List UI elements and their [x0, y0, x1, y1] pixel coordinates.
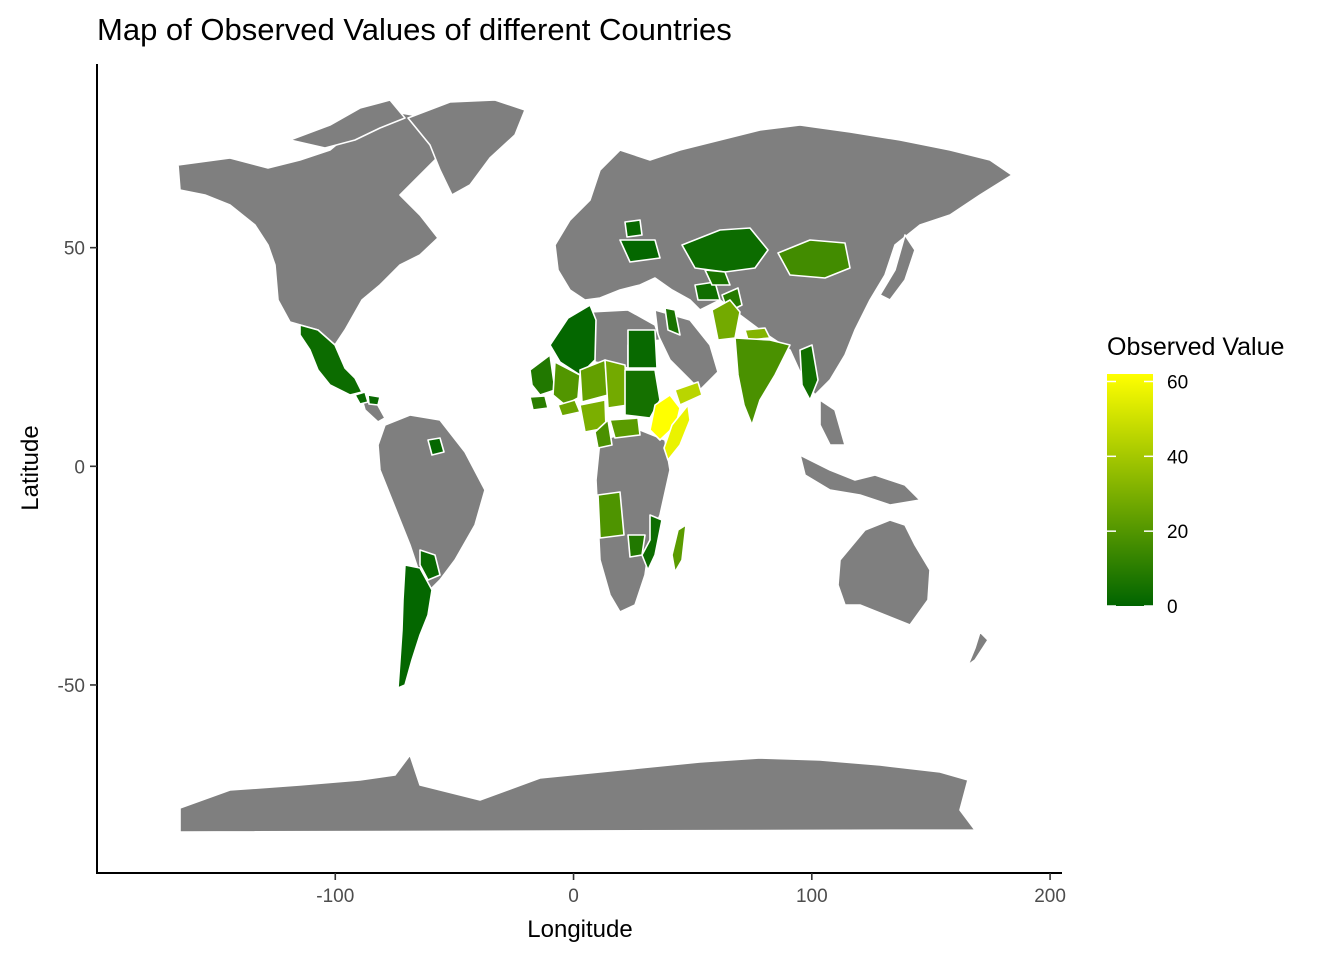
country-madagascar — [671, 524, 687, 573]
countries-with-values — [299, 219, 851, 689]
landmass-arabia — [654, 309, 719, 391]
landmass-southeast-asia — [799, 399, 921, 506]
landmass-antarctica — [179, 754, 976, 833]
country-pakistan — [711, 299, 741, 341]
country-myanmar — [799, 344, 819, 401]
country-mexico — [299, 324, 363, 396]
x-tick-label: 200 — [1034, 886, 1066, 907]
legend-ticks: 0 20 40 60 — [1107, 372, 1188, 618]
x-tick-label: 0 — [568, 886, 579, 907]
y-tick-label: -50 — [58, 676, 85, 697]
country-kazakhstan — [681, 227, 769, 273]
country-algeria — [549, 304, 597, 376]
country-nepal — [744, 327, 771, 341]
country-india — [734, 337, 791, 426]
country-burkina-faso — [557, 399, 581, 417]
country-senegal — [529, 395, 549, 411]
landmass-south-america — [377, 414, 486, 591]
landmass-greenland — [407, 99, 526, 196]
country-turkmenistan — [694, 281, 721, 301]
country-cameroon — [594, 419, 613, 449]
landmass-japan — [879, 234, 916, 301]
landmasses — [177, 99, 1013, 833]
legend-title: Observed Value — [1107, 333, 1284, 361]
country-guyana — [427, 437, 445, 456]
legend-tick-label: 40 — [1167, 447, 1188, 468]
color-legend: Observed Value 0 20 40 60 — [1107, 333, 1284, 618]
y-axis-title: Latitude — [17, 425, 44, 510]
country-ukraine — [619, 239, 661, 263]
country-mongolia — [777, 239, 851, 279]
country-egypt — [627, 329, 658, 369]
y-axis-ticks: 50 0 -50 — [58, 239, 97, 697]
x-axis-ticks: -100 0 100 200 — [316, 873, 1066, 907]
country-honduras — [367, 394, 381, 406]
legend-tick-label: 0 — [1167, 597, 1178, 618]
legend-tick-label: 60 — [1167, 372, 1188, 393]
legend-colorbar — [1107, 374, 1153, 606]
country-belarus — [624, 219, 643, 238]
country-guatemala — [354, 391, 369, 405]
y-tick-label: 0 — [74, 457, 85, 478]
landmass-new-zealand — [967, 631, 989, 666]
country-uzbekistan — [704, 269, 731, 286]
x-tick-label: 100 — [796, 886, 828, 907]
landmass-arctic-islands — [289, 99, 406, 149]
country-mozambique — [641, 514, 663, 571]
y-tick-label: 50 — [64, 239, 85, 260]
country-somalia — [663, 404, 691, 461]
landmass-australia — [837, 519, 931, 626]
x-axis-title: Longitude — [527, 916, 632, 943]
country-yemen — [674, 381, 703, 406]
country-central-african-republic — [609, 417, 641, 439]
country-mauritania — [529, 354, 556, 396]
chart-title: Map of Observed Values of different Coun… — [97, 12, 732, 47]
country-angola — [597, 491, 625, 539]
country-argentina — [397, 564, 433, 689]
country-paraguay — [419, 549, 441, 581]
x-tick-label: -100 — [316, 886, 354, 907]
landmass-north-america — [177, 111, 446, 346]
legend-tick-label: 20 — [1167, 522, 1188, 543]
country-israel — [664, 307, 681, 336]
